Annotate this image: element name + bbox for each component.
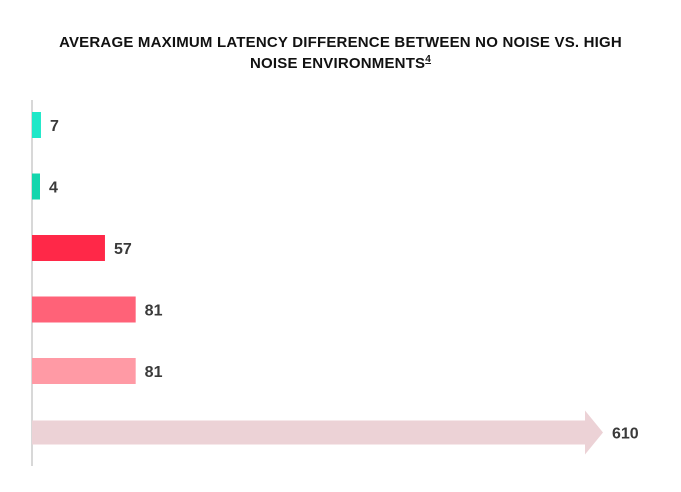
- bar-4-value-label: 81: [145, 364, 163, 381]
- bar-2: [32, 235, 105, 261]
- bar-0: [32, 112, 41, 138]
- bars-group: [32, 112, 603, 455]
- bar-0-value-label: 7: [50, 118, 59, 135]
- bar-1-value-label: 4: [49, 180, 58, 197]
- bar-5-value-label: 610: [612, 426, 639, 443]
- chart-title-line-2-text: NOISE ENVIRONMENTS: [249, 55, 426, 72]
- bar-3: [32, 296, 136, 323]
- value-labels-group: 7 4 57 81 81 610: [49, 118, 639, 443]
- bar-2-value-label: 57: [114, 241, 132, 258]
- bar-5-arrow: [32, 410, 603, 455]
- chart-title-line-2: NOISE ENVIRONMENTS4: [0, 53, 681, 74]
- chart-title: AVERAGE MAXIMUM LATENCY DIFFERENCE BETWE…: [0, 32, 681, 74]
- bar-3-value-label: 81: [145, 303, 163, 320]
- title-footnote-marker: 4: [425, 54, 432, 65]
- chart-title-line-1: AVERAGE MAXIMUM LATENCY DIFFERENCE BETWE…: [59, 34, 622, 51]
- bar-1: [32, 173, 40, 200]
- bar-4: [32, 358, 136, 384]
